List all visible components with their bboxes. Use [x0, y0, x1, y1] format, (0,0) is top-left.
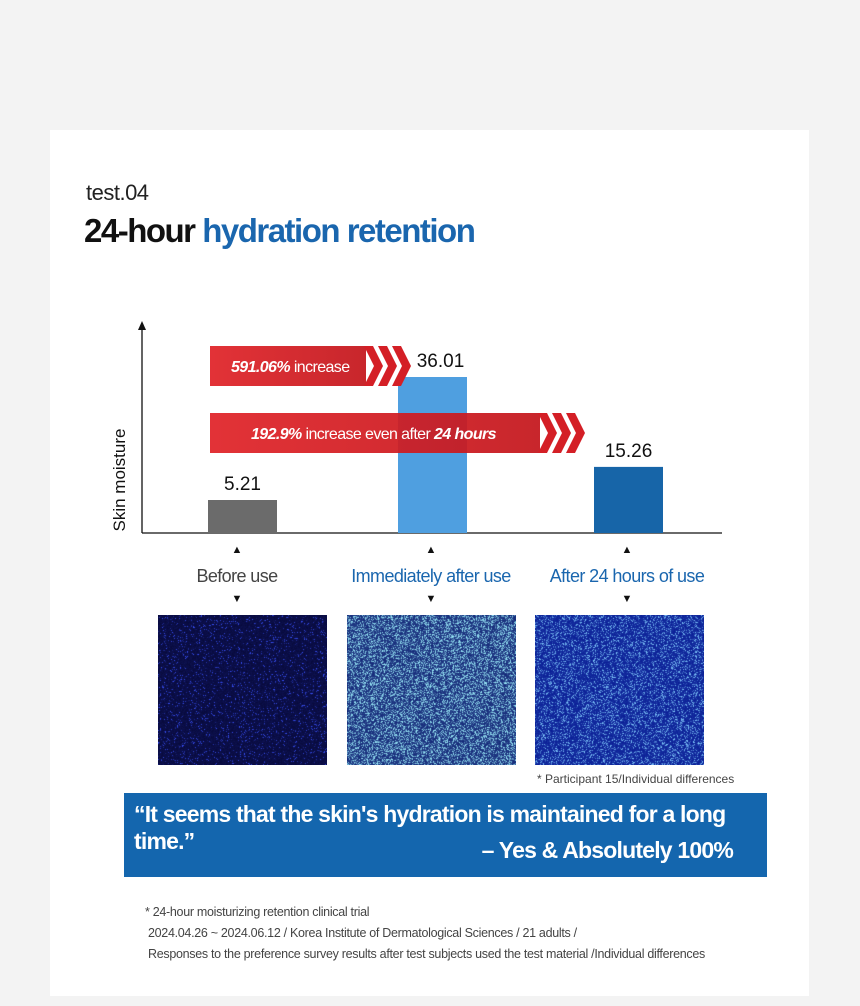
- footnote-line: Responses to the preference survey resul…: [148, 947, 705, 961]
- category-label: Before use: [196, 566, 278, 586]
- chevron-icon: [364, 346, 383, 386]
- quote-text: “It seems that the skin's hydration is m…: [134, 801, 726, 854]
- title-highlight: hydration retention: [202, 212, 476, 249]
- chevron-icon: [378, 346, 397, 386]
- skin-image-immediately-after: [347, 615, 516, 765]
- footnote: * 24-hour moisturizing retention clinica…: [145, 902, 705, 965]
- triangle-down-icon: ▼: [621, 593, 633, 605]
- title-dark: 24-hour: [84, 212, 196, 249]
- footnote-line: * 24-hour moisturizing retention clinica…: [145, 905, 370, 919]
- triangle-up-icon: ▲: [231, 544, 243, 556]
- skin-image-before: [158, 615, 327, 765]
- bar-1: [398, 377, 467, 533]
- increase-arrow-1: [210, 413, 585, 453]
- triangle-up-icon: ▲: [621, 544, 633, 556]
- bar-2: [594, 466, 663, 533]
- triangle-up-icon: ▲: [425, 544, 437, 556]
- y-axis-arrowhead: [138, 321, 146, 330]
- skin-image-after-24h: [535, 615, 704, 765]
- value-label-0: 5.21: [224, 474, 261, 495]
- quote-box: “It seems that the skin's hydration is m…: [124, 793, 767, 877]
- increase-arrow-0: [210, 346, 411, 386]
- category-label: After 24 hours of use: [549, 566, 705, 586]
- y-axis-label: Skin moisture: [110, 428, 129, 532]
- chevron-icon: [538, 413, 557, 453]
- value-label-1: 36.01: [417, 351, 465, 372]
- chevron-icon: [552, 413, 571, 453]
- chevron-icon: [392, 346, 411, 386]
- footnote-line: 2024.04.26 ~ 2024.06.12 / Korea Institut…: [148, 926, 577, 940]
- quote-attribution: – Yes & Absolutely 100%: [481, 837, 734, 863]
- increase-label-0: 591.06% increase: [231, 359, 350, 376]
- page-title: 24-hour hydration retention: [84, 212, 476, 250]
- increase-label-1: 192.9% increase even after 24 hours: [251, 426, 497, 443]
- triangle-down-icon: ▼: [231, 593, 243, 605]
- participant-note: * Participant 15/Individual differences: [537, 772, 735, 786]
- test-label: test.04: [86, 180, 149, 205]
- triangle-down-icon: ▼: [425, 593, 437, 605]
- category-label: Immediately after use: [351, 566, 511, 586]
- moisture-bar-chart: 591.06% increase 192.9% increase even aft…: [138, 321, 722, 534]
- value-label-2: 15.26: [605, 441, 653, 462]
- chevron-icon: [566, 413, 585, 453]
- bar-0: [208, 500, 277, 533]
